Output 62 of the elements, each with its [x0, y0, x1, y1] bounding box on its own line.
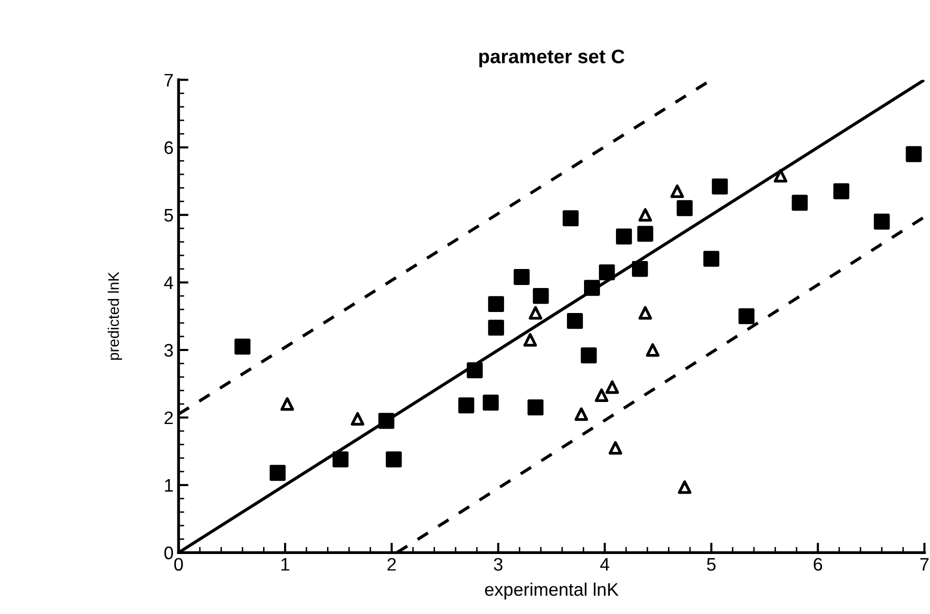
point: [874, 214, 890, 230]
point: [678, 480, 692, 494]
x-tick-label: 5: [707, 558, 716, 571]
point: [676, 200, 693, 216]
point: [488, 296, 504, 312]
y-tick-label: 1: [165, 479, 173, 492]
point: [280, 397, 294, 411]
point: [523, 333, 537, 347]
point: [637, 226, 654, 242]
y-tick-label: 2: [164, 411, 173, 424]
point: [638, 208, 652, 222]
x-tick-label: 1: [281, 558, 290, 571]
point: [532, 288, 549, 304]
point: [488, 320, 504, 336]
point: [332, 451, 348, 468]
point: [594, 388, 608, 402]
point: [670, 184, 684, 198]
point: [270, 464, 286, 481]
point: [833, 183, 850, 200]
point: [792, 194, 808, 211]
y-tick-label: 5: [164, 209, 173, 222]
y-axis-title: predicted lnK: [108, 272, 122, 360]
point: [350, 412, 364, 426]
point: [562, 210, 579, 226]
y-tick-label: 6: [164, 141, 173, 154]
point: [584, 280, 600, 296]
point: [528, 306, 542, 320]
point: [598, 264, 615, 280]
point: [608, 441, 622, 455]
x-tick-label: 4: [600, 558, 610, 571]
point: [458, 397, 474, 414]
x-tick-label: 2: [388, 558, 396, 571]
point: [566, 312, 583, 329]
x-tick-label: 3: [494, 558, 502, 571]
point: [378, 412, 394, 429]
point: [580, 347, 597, 364]
x-tick-label: 6: [814, 558, 822, 571]
y-tick-label: 4: [164, 276, 174, 289]
chart-title: parameter set C: [479, 50, 624, 68]
point: [703, 250, 720, 267]
point: [605, 380, 619, 394]
x-tick-label: 0: [174, 558, 183, 571]
point: [906, 146, 922, 162]
point: [738, 308, 754, 324]
point: [616, 228, 632, 244]
x-tick-label: 7: [920, 558, 929, 571]
point: [638, 306, 652, 320]
y-tick-label: 7: [164, 74, 173, 86]
point: [574, 407, 588, 421]
point: [482, 394, 499, 411]
point: [528, 399, 544, 416]
point: [514, 269, 530, 286]
y-tick-label: 3: [164, 344, 173, 357]
point: [646, 343, 660, 357]
point: [386, 451, 402, 468]
x-axis-title: experimental lnK: [485, 582, 619, 600]
point: [234, 338, 250, 355]
point: [712, 178, 728, 195]
y-tick-label: 0: [164, 546, 173, 560]
point: [632, 260, 648, 277]
point: [774, 168, 788, 182]
point: [466, 362, 483, 378]
